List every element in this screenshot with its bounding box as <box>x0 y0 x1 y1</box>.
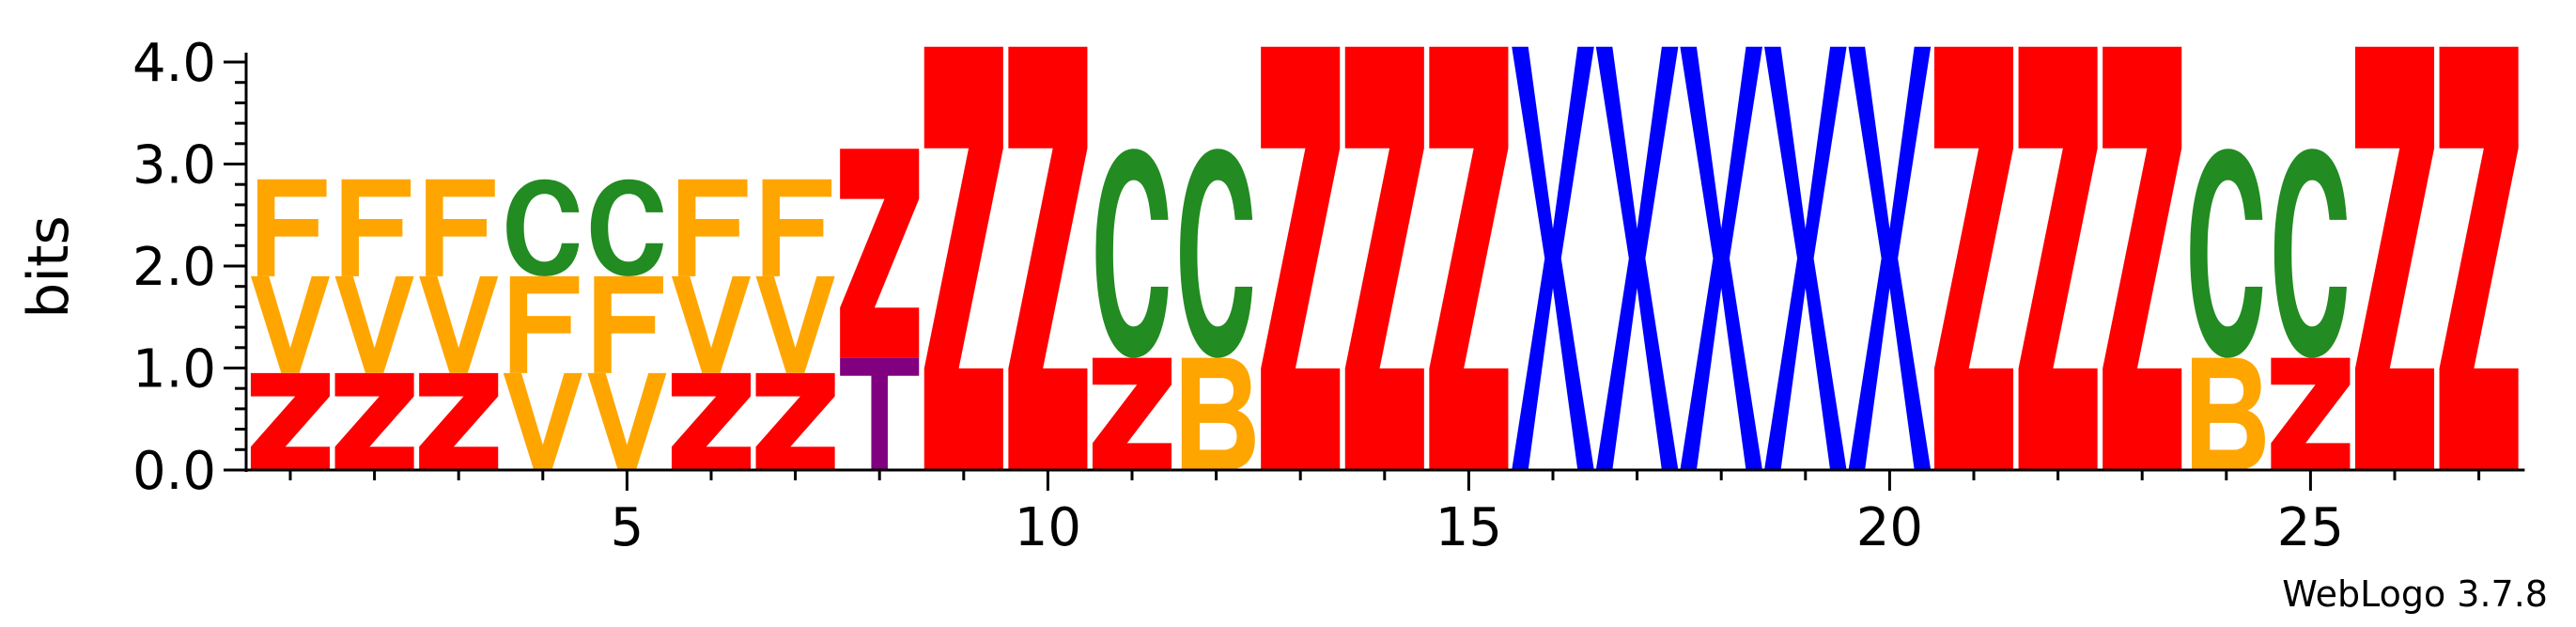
stack-position-9 <box>923 46 1003 470</box>
stack-position-24 <box>2190 149 2265 470</box>
stack-position-19 <box>1764 46 1847 470</box>
glyph-z-pos-10 <box>1008 46 1088 470</box>
stack-position-1 <box>250 179 331 470</box>
y-tick-label: 3.0 <box>132 135 216 196</box>
glyph-z-pos-1 <box>250 372 331 470</box>
glyph-z-pos-2 <box>334 372 414 470</box>
stack-position-27 <box>2439 46 2519 470</box>
glyph-c-pos-25 <box>2273 149 2347 358</box>
glyph-v-pos-1 <box>250 275 331 373</box>
glyph-z-pos-3 <box>419 372 499 470</box>
glyph-f-pos-2 <box>341 179 411 276</box>
stack-position-25 <box>2271 149 2351 470</box>
x-tick-label: 20 <box>1856 497 1923 558</box>
weblogo-credit: WebLogo 3.7.8 <box>2282 573 2548 615</box>
glyph-b-pos-12 <box>1181 357 1255 470</box>
glyph-v-pos-6 <box>671 275 752 373</box>
glyph-f-pos-3 <box>426 179 495 276</box>
glyph-c-pos-5 <box>590 179 663 276</box>
glyph-v-pos-3 <box>419 275 499 373</box>
glyph-b-pos-24 <box>2192 357 2265 470</box>
glyph-z-pos-9 <box>923 46 1003 470</box>
glyph-z-pos-7 <box>755 372 835 470</box>
glyph-x-pos-17 <box>1595 46 1679 470</box>
glyph-c-pos-24 <box>2190 149 2263 358</box>
stack-position-20 <box>1848 46 1932 470</box>
stack-position-11 <box>1092 149 1172 470</box>
glyph-f-pos-1 <box>256 179 327 276</box>
letter-stacks <box>250 46 2519 470</box>
glyph-c-pos-12 <box>1180 149 1253 358</box>
stack-position-22 <box>2018 46 2098 470</box>
stack-position-6 <box>671 179 752 470</box>
glyph-z-pos-15 <box>1429 46 1509 470</box>
stack-position-14 <box>1344 46 1424 470</box>
glyph-z-pos-13 <box>1261 46 1341 470</box>
stack-position-21 <box>1933 46 2014 470</box>
x-tick-label: 15 <box>1435 497 1502 558</box>
y-tick-label: 0.0 <box>132 441 216 502</box>
stack-position-15 <box>1429 46 1509 470</box>
glyph-x-pos-20 <box>1848 46 1932 470</box>
glyph-f-pos-5 <box>594 275 663 373</box>
glyph-z-pos-21 <box>1933 46 2014 470</box>
glyph-x-pos-19 <box>1764 46 1847 470</box>
glyph-v-pos-4 <box>503 372 582 470</box>
y-tick-label: 2.0 <box>132 237 216 298</box>
glyph-x-pos-18 <box>1680 46 1762 470</box>
glyph-f-pos-4 <box>509 275 580 373</box>
stack-position-3 <box>419 179 499 470</box>
stack-position-13 <box>1261 46 1341 470</box>
x-tick-label: 25 <box>2277 497 2344 558</box>
glyph-z-pos-8 <box>840 149 920 358</box>
glyph-z-pos-6 <box>671 372 752 470</box>
stack-position-26 <box>2354 46 2435 470</box>
stack-position-4 <box>503 179 582 470</box>
glyph-z-pos-14 <box>1344 46 1424 470</box>
x-tick-label: 10 <box>1015 497 1081 558</box>
glyph-c-pos-11 <box>1095 149 1169 358</box>
y-tick-label: 1.0 <box>132 339 216 400</box>
glyph-t-pos-8 <box>840 357 920 470</box>
glyph-f-pos-6 <box>677 179 748 276</box>
stack-position-5 <box>587 179 667 470</box>
stack-position-18 <box>1680 46 1762 470</box>
glyph-v-pos-2 <box>334 275 414 373</box>
stack-position-16 <box>1512 46 1594 470</box>
glyph-z-pos-25 <box>2271 357 2351 470</box>
stack-position-7 <box>755 179 835 470</box>
stack-position-23 <box>2103 46 2182 470</box>
y-tick-label: 4.0 <box>132 33 216 94</box>
glyph-v-pos-7 <box>755 275 835 373</box>
glyph-z-pos-11 <box>1092 357 1172 470</box>
stack-position-8 <box>840 149 920 470</box>
axes: 0.0 1.0 2.0 3.0 4.0 5 10 15 20 25 <box>132 33 2525 558</box>
glyph-z-pos-23 <box>2103 46 2182 470</box>
stack-position-17 <box>1595 46 1679 470</box>
stack-position-2 <box>334 179 414 470</box>
y-axis-label: bits <box>16 215 82 319</box>
glyph-c-pos-4 <box>506 179 580 276</box>
glyph-v-pos-5 <box>587 372 667 470</box>
glyph-z-pos-27 <box>2439 46 2519 470</box>
stack-position-10 <box>1008 46 1088 470</box>
glyph-z-pos-26 <box>2354 46 2435 470</box>
stack-position-12 <box>1180 149 1255 470</box>
glyph-f-pos-7 <box>762 179 832 276</box>
x-tick-label: 5 <box>611 497 644 558</box>
glyph-x-pos-16 <box>1512 46 1594 470</box>
glyph-z-pos-22 <box>2018 46 2098 470</box>
